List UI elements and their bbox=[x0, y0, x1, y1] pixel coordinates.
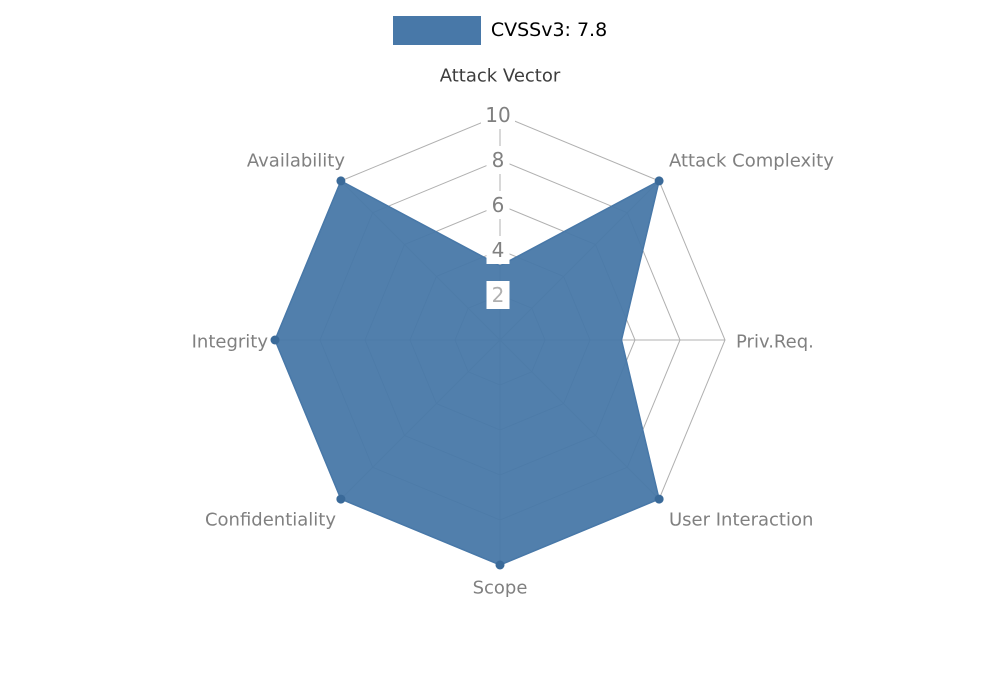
axis-label-availability: Availability bbox=[247, 151, 345, 172]
tick-label-box bbox=[486, 191, 510, 219]
tick-label-box bbox=[481, 101, 515, 129]
series-point-marker bbox=[270, 335, 280, 345]
tick-label: 6 bbox=[492, 193, 505, 217]
axis-label-priv-req: Priv.Req. bbox=[736, 332, 814, 353]
tick-label-box bbox=[486, 146, 510, 174]
series-point-marker bbox=[654, 176, 664, 186]
radar-series-polygon bbox=[274, 179, 661, 566]
tick-label: 10 bbox=[485, 103, 510, 127]
tick-label-box bbox=[486, 236, 510, 264]
series-point-marker bbox=[336, 494, 346, 504]
tick-label-box bbox=[486, 281, 510, 309]
axis-label-attack-vector: Attack Vector bbox=[440, 66, 561, 87]
tick-label: 2 bbox=[492, 283, 505, 307]
series-point-marker bbox=[495, 560, 505, 570]
axis-label-integrity: Integrity bbox=[192, 332, 269, 353]
axis-label-confidentiality: Confidentiality bbox=[205, 510, 336, 531]
series-point-marker bbox=[336, 176, 346, 186]
tick-label: 8 bbox=[492, 148, 505, 172]
series-point-marker bbox=[654, 494, 664, 504]
axis-label-scope: Scope bbox=[473, 578, 528, 599]
axis-label-attack-complexity: Attack Complexity bbox=[669, 151, 834, 172]
axis-label-user-interaction: User Interaction bbox=[669, 510, 813, 531]
tick-label: 4 bbox=[492, 238, 505, 262]
